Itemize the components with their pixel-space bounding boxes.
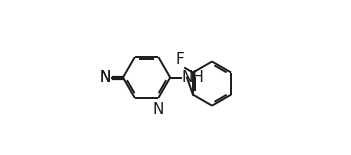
Text: NH: NH (181, 70, 205, 85)
Text: N: N (100, 70, 111, 85)
Text: F: F (176, 52, 184, 67)
Text: N: N (153, 102, 164, 117)
Text: N: N (99, 70, 111, 85)
